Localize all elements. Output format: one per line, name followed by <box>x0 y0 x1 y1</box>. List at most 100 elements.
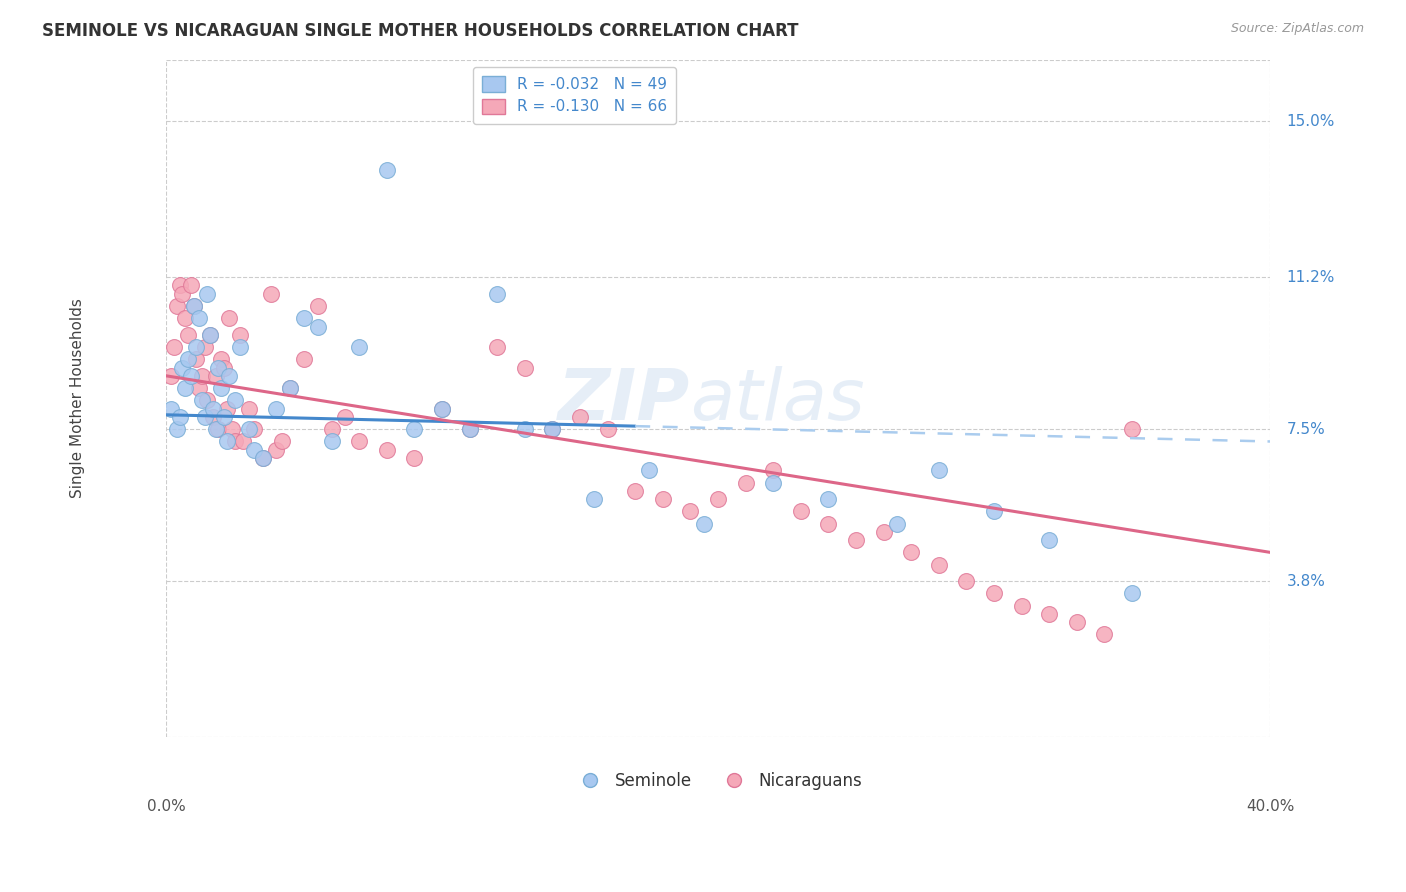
Point <box>218 368 240 383</box>
Point <box>375 163 398 178</box>
Point <box>292 352 315 367</box>
Point <box>568 409 591 424</box>
Point <box>845 533 868 547</box>
Point <box>260 286 283 301</box>
Point <box>186 352 208 367</box>
Point <box>541 422 564 436</box>
Point <box>582 491 605 506</box>
Point <box>204 368 226 383</box>
Point <box>321 422 343 436</box>
Legend: Seminole, Nicaraguans: Seminole, Nicaraguans <box>567 765 869 797</box>
Point <box>347 434 370 449</box>
Point <box>817 491 839 506</box>
Point <box>1066 615 1088 629</box>
Point <box>266 442 288 457</box>
Point <box>224 393 246 408</box>
Point <box>430 401 453 416</box>
Point <box>651 491 673 506</box>
Point <box>243 422 266 436</box>
Point <box>790 504 813 518</box>
Point <box>183 299 205 313</box>
Point <box>180 368 202 383</box>
Point <box>229 340 252 354</box>
Text: Source: ZipAtlas.com: Source: ZipAtlas.com <box>1230 22 1364 36</box>
Point <box>172 360 194 375</box>
Point <box>375 442 398 457</box>
Point <box>1121 422 1143 436</box>
Point <box>266 401 288 416</box>
Point <box>212 409 235 424</box>
Point <box>486 340 509 354</box>
Point <box>193 409 215 424</box>
Point <box>186 340 208 354</box>
Point <box>1094 627 1116 641</box>
Point <box>188 311 211 326</box>
Point <box>513 360 536 375</box>
Point <box>430 401 453 416</box>
Point <box>513 422 536 436</box>
Point <box>166 299 188 313</box>
Point <box>900 545 922 559</box>
Point <box>198 327 221 342</box>
Point <box>928 463 950 477</box>
Point <box>166 422 188 436</box>
Point <box>193 340 215 354</box>
Point <box>886 516 908 531</box>
Point <box>252 450 274 465</box>
Point <box>224 434 246 449</box>
Point <box>232 434 254 449</box>
Point <box>1038 533 1060 547</box>
Point <box>624 483 647 498</box>
Text: 11.2%: 11.2% <box>1286 269 1334 285</box>
Point <box>238 401 260 416</box>
Point <box>404 422 426 436</box>
Point <box>762 475 785 490</box>
Point <box>1121 586 1143 600</box>
Text: Single Mother Households: Single Mother Households <box>70 299 86 499</box>
Text: 0.0%: 0.0% <box>146 798 186 814</box>
Text: 40.0%: 40.0% <box>1246 798 1295 814</box>
Point <box>174 381 197 395</box>
Point <box>307 299 329 313</box>
Point <box>307 319 329 334</box>
Point <box>335 409 357 424</box>
Point <box>679 504 702 518</box>
Point <box>270 434 292 449</box>
Point <box>404 450 426 465</box>
Point <box>928 558 950 572</box>
Point <box>201 401 224 416</box>
Point <box>209 381 232 395</box>
Point <box>252 450 274 465</box>
Text: atlas: atlas <box>690 366 865 435</box>
Point <box>163 340 186 354</box>
Point <box>458 422 481 436</box>
Point <box>638 463 661 477</box>
Point <box>201 409 224 424</box>
Text: SEMINOLE VS NICARAGUAN SINGLE MOTHER HOUSEHOLDS CORRELATION CHART: SEMINOLE VS NICARAGUAN SINGLE MOTHER HOU… <box>42 22 799 40</box>
Point <box>817 516 839 531</box>
Point <box>191 393 214 408</box>
Point <box>278 381 301 395</box>
Point <box>321 434 343 449</box>
Text: 15.0%: 15.0% <box>1286 113 1334 128</box>
Point <box>195 286 218 301</box>
Point <box>347 340 370 354</box>
Point <box>983 504 1005 518</box>
Point <box>1038 607 1060 621</box>
Point <box>160 368 183 383</box>
Point <box>872 524 894 539</box>
Text: 3.8%: 3.8% <box>1286 574 1326 589</box>
Point <box>207 422 229 436</box>
Point <box>209 352 232 367</box>
Point <box>215 434 238 449</box>
Text: ZIP: ZIP <box>558 366 690 435</box>
Point <box>955 574 977 588</box>
Point <box>215 401 238 416</box>
Point <box>177 352 200 367</box>
Point <box>762 463 785 477</box>
Point <box>541 422 564 436</box>
Point <box>486 286 509 301</box>
Point <box>198 327 221 342</box>
Point <box>212 360 235 375</box>
Point <box>195 393 218 408</box>
